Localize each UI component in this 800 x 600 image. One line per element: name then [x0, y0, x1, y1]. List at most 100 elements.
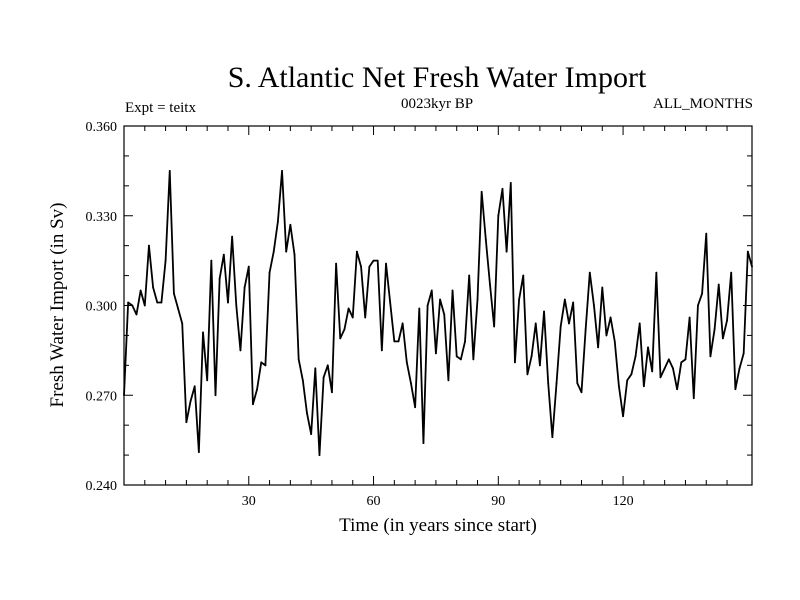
- data-point: [597, 346, 600, 349]
- data-point: [601, 286, 604, 289]
- data-point: [372, 259, 375, 262]
- data-point: [751, 265, 753, 268]
- data-point: [497, 214, 500, 217]
- data-point: [522, 274, 525, 277]
- data-point: [455, 355, 458, 358]
- data-point: [501, 187, 504, 190]
- data-point: [389, 301, 392, 304]
- data-point: [651, 370, 654, 373]
- axis-ticks: [124, 125, 752, 486]
- data-point: [123, 394, 125, 397]
- data-point: [168, 169, 171, 172]
- tick-labels: 30 60 90 120 0.240 0.270 0.300 0.330 0.360: [86, 120, 634, 509]
- data-point: [647, 346, 649, 349]
- data-point: [526, 373, 529, 376]
- data-point: [181, 322, 184, 325]
- x-tick-label: 30: [242, 494, 256, 509]
- data-point: [306, 412, 308, 415]
- data-point: [314, 367, 317, 370]
- data-point: [380, 349, 383, 352]
- data-point: [164, 259, 167, 262]
- data-point: [439, 298, 441, 301]
- data-point: [613, 340, 616, 343]
- data-point: [742, 352, 745, 355]
- data-point: [160, 301, 163, 304]
- chart-title: S. Atlantic Net Fresh Water Import: [228, 61, 647, 94]
- data-point: [239, 349, 242, 352]
- data-point: [189, 400, 192, 403]
- data-point: [193, 385, 196, 388]
- data-point: [260, 361, 263, 364]
- data-point: [281, 169, 283, 172]
- data-point: [405, 361, 408, 364]
- data-point: [297, 358, 300, 361]
- data-point: [360, 265, 362, 268]
- data-point: [285, 250, 288, 253]
- data-point: [609, 316, 612, 319]
- series-line-fresh-water-import: [123, 169, 753, 456]
- data-point: [676, 388, 679, 391]
- x-tick-label: 120: [613, 494, 634, 509]
- data-point: [530, 355, 533, 358]
- data-point: [726, 319, 728, 322]
- data-point: [414, 406, 417, 409]
- data-point: [143, 304, 146, 307]
- data-point: [684, 358, 687, 361]
- data-point: [680, 361, 683, 364]
- data-point: [480, 190, 483, 193]
- data-point: [322, 376, 325, 379]
- data-point: [547, 382, 550, 385]
- data-point: [422, 442, 425, 445]
- data-point: [430, 289, 433, 292]
- x-tick-label: 90: [491, 494, 505, 509]
- data-point: [717, 283, 720, 286]
- data-point: [139, 289, 142, 292]
- data-point: [701, 292, 703, 295]
- data-point: [580, 391, 583, 394]
- data-point: [738, 367, 741, 370]
- data-point: [393, 340, 396, 343]
- data-point: [538, 364, 541, 367]
- data-point: [534, 322, 537, 325]
- data-point: [514, 361, 516, 364]
- data-point: [385, 262, 387, 265]
- data-point: [401, 322, 404, 325]
- data-point: [326, 364, 329, 367]
- y-tick-label: 0.240: [86, 479, 118, 494]
- data-point: [692, 397, 695, 400]
- data-point: [746, 250, 749, 253]
- data-point: [642, 385, 645, 388]
- data-point: [489, 283, 491, 286]
- data-point: [310, 433, 313, 436]
- data-point: [335, 262, 338, 265]
- data-point: [459, 358, 462, 361]
- data-point: [555, 382, 558, 385]
- data-point: [397, 340, 400, 343]
- y-axis-label: Fresh Water Import (in Sv): [47, 203, 68, 408]
- data-point: [572, 301, 575, 304]
- data-point: [688, 316, 691, 319]
- data-point: [559, 325, 562, 328]
- data-point: [289, 223, 292, 226]
- data-point: [630, 373, 633, 376]
- data-point: [447, 379, 450, 382]
- data-point: [667, 358, 670, 361]
- data-point: [318, 454, 321, 456]
- data-point: [256, 388, 258, 391]
- data-point: [588, 271, 591, 274]
- data-point: [713, 328, 716, 331]
- x-axis-label: Time (in years since start): [339, 515, 537, 536]
- data-point: [705, 232, 708, 235]
- data-point: [177, 307, 179, 310]
- data-point: [206, 379, 209, 382]
- data-point: [135, 313, 138, 316]
- x-tick-label: 60: [367, 494, 381, 509]
- data-point: [472, 358, 475, 361]
- data-point: [576, 382, 579, 385]
- data-point: [368, 265, 371, 268]
- data-point: [709, 355, 712, 358]
- y-tick-label: 0.270: [86, 389, 118, 404]
- data-point: [127, 301, 130, 304]
- data-point: [301, 379, 304, 382]
- data-point: [356, 250, 358, 253]
